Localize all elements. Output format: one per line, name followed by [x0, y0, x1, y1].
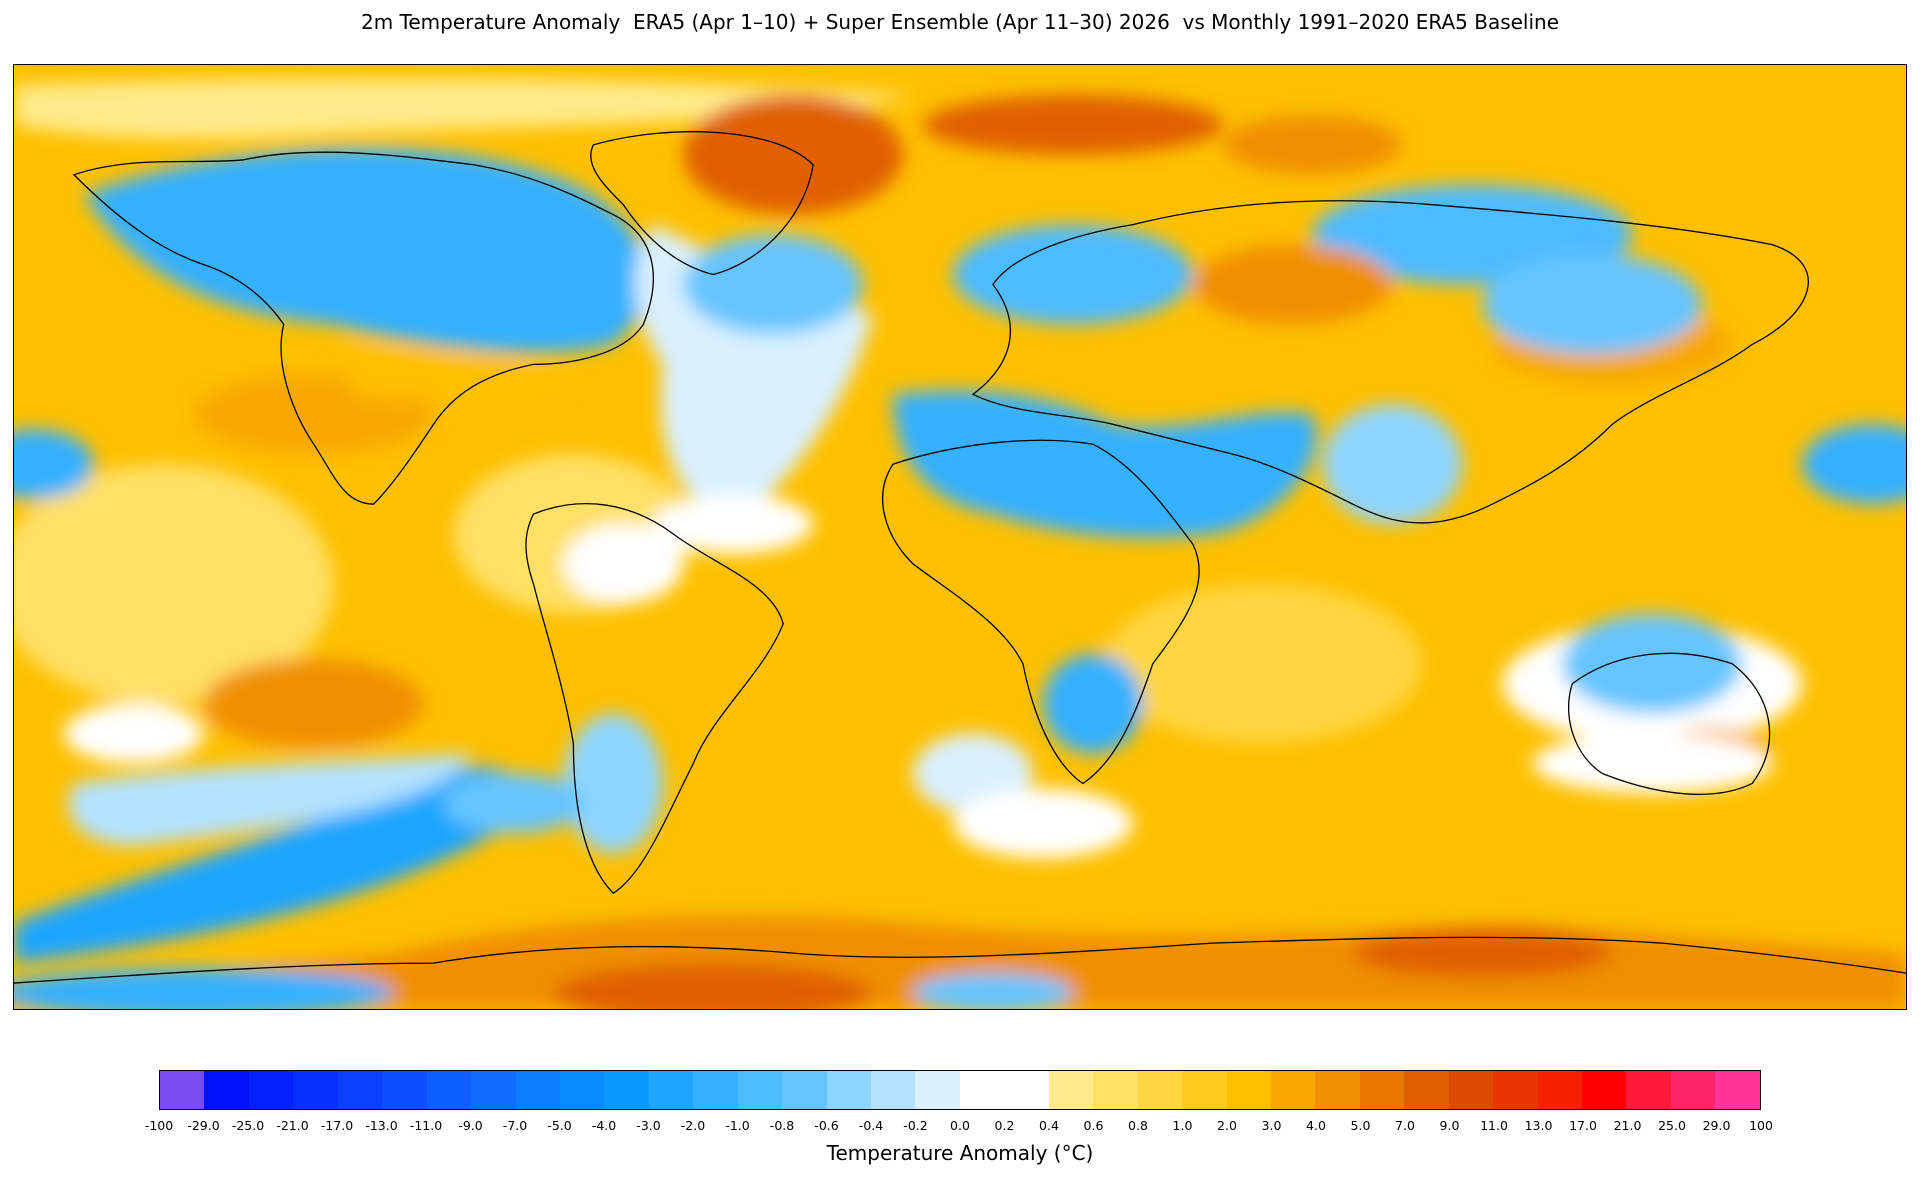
- colorbar-tick-label: -29.0: [187, 1118, 220, 1133]
- colorbar-tick-label: -9.0: [458, 1118, 483, 1133]
- anomaly-patches: [14, 78, 1906, 1009]
- colorbar-swatch: [1093, 1071, 1138, 1109]
- colorbar-tick-label: -2.0: [680, 1118, 706, 1133]
- temperature-anomaly-map[interactable]: [13, 64, 1907, 1010]
- colorbar-swatch: [871, 1071, 916, 1109]
- colorbar-tick-label: 0.6: [1083, 1118, 1104, 1133]
- colorbar-swatch: [604, 1071, 649, 1109]
- colorbar-swatch: [1048, 1071, 1094, 1109]
- colorbar-tick-label: 11.0: [1480, 1118, 1508, 1133]
- colorbar-swatch: [1670, 1071, 1716, 1109]
- colorbar-swatch: [1404, 1071, 1449, 1109]
- colorbar-tick-label: 29.0: [1702, 1118, 1731, 1133]
- colorbar-swatch: [1226, 1071, 1271, 1109]
- colorbar-swatch: [204, 1071, 249, 1109]
- colorbar-tick-label: 25.0: [1658, 1118, 1686, 1133]
- colorbar-tick-label: -0.6: [814, 1118, 839, 1133]
- colorbar-swatch: [160, 1071, 205, 1109]
- colorbar-tick-label: 5.0: [1350, 1118, 1371, 1133]
- colorbar-tick-label: 3.0: [1261, 1118, 1282, 1133]
- colorbar-swatch: [1004, 1071, 1049, 1109]
- colorbar-tick-label: -11.0: [409, 1118, 443, 1133]
- colorbar-tick-label: -13.0: [365, 1118, 398, 1133]
- colorbar-swatch: [826, 1071, 871, 1109]
- colorbar-tick-label: -100: [144, 1118, 174, 1133]
- colorbar-tick-label: 9.0: [1439, 1118, 1460, 1133]
- colorbar-tick-label: 21.0: [1613, 1118, 1642, 1133]
- colorbar-swatch: [915, 1071, 960, 1109]
- colorbar-tick-label: 0.8: [1128, 1118, 1148, 1133]
- colorbar-swatch: [559, 1071, 605, 1109]
- colorbar-swatch: [959, 1071, 1005, 1109]
- colorbar-swatch: [737, 1071, 783, 1109]
- colorbar-tick-label: -4.0: [591, 1118, 617, 1133]
- colorbar-swatch: [248, 1071, 294, 1109]
- colorbar-swatch: [382, 1071, 427, 1109]
- colorbar-tick-label: -7.0: [502, 1118, 528, 1133]
- colorbar-swatch: [1537, 1071, 1582, 1109]
- colorbar-tick-label: -21.0: [276, 1118, 309, 1133]
- colorbar-swatch: [1715, 1071, 1760, 1109]
- colorbar-tick-label: -0.4: [858, 1118, 884, 1133]
- colorbar-tick-label: 4.0: [1306, 1118, 1326, 1133]
- colorbar-swatch: [293, 1071, 338, 1109]
- colorbar-swatch: [1182, 1071, 1227, 1109]
- colorbar-tick-label: 0.4: [1039, 1118, 1059, 1133]
- map-canvas: [14, 65, 1906, 1009]
- colorbar-tick-label: 0.2: [994, 1118, 1015, 1133]
- colorbar-tick-label: -0.2: [903, 1118, 928, 1133]
- colorbar-swatch: [337, 1071, 383, 1109]
- colorbar-swatch: [426, 1071, 472, 1109]
- colorbar-swatch: [1137, 1071, 1183, 1109]
- colorbar-swatch: [648, 1071, 694, 1109]
- colorbar-swatch: [782, 1071, 827, 1109]
- colorbar-swatch: [1582, 1071, 1627, 1109]
- colorbar-tick-label: -5.0: [547, 1118, 572, 1133]
- colorbar-swatch: [1448, 1071, 1494, 1109]
- colorbar-swatch: [1626, 1071, 1671, 1109]
- colorbar-tick-label: 17.0: [1569, 1118, 1597, 1133]
- colorbar-tick-label: 7.0: [1395, 1118, 1415, 1133]
- colorbar-tick-label: 0.0: [950, 1118, 970, 1133]
- chart-title: 2m Temperature Anomaly ERA5 (Apr 1–10) +…: [360, 10, 1560, 34]
- colorbar-tick-label: -17.0: [320, 1118, 354, 1133]
- colorbar-tick-label: 2.0: [1217, 1118, 1237, 1133]
- colorbar-tick-label: 13.0: [1524, 1118, 1553, 1133]
- colorbar-label: Temperature Anomaly (°C): [826, 1141, 1094, 1165]
- coastlines: [14, 131, 1906, 984]
- colorbar-tick-label: 100: [1749, 1118, 1773, 1133]
- colorbar-swatch: [693, 1071, 738, 1109]
- colorbar-tick-label: -1.0: [725, 1118, 750, 1133]
- colorbar-swatch: [1315, 1071, 1360, 1109]
- colorbar-swatch: [1493, 1071, 1538, 1109]
- colorbar-tick-label: 1.0: [1172, 1118, 1193, 1133]
- colorbar-tick-label: -25.0: [231, 1118, 265, 1133]
- colorbar-swatch: [471, 1071, 516, 1109]
- colorbar-swatch: [1359, 1071, 1405, 1109]
- colorbar: [159, 1070, 1761, 1110]
- colorbar-ticks: -100 -29.0 -25.0 -21.0 -17.0 -13.0 -11.0 -9.0 -7…: [145, 1118, 1773, 1136]
- colorbar-tick-label: -3.0: [636, 1118, 661, 1133]
- colorbar-tick-label: -0.8: [769, 1118, 795, 1133]
- colorbar-swatch: [1270, 1071, 1316, 1109]
- colorbar-swatch: [515, 1071, 560, 1109]
